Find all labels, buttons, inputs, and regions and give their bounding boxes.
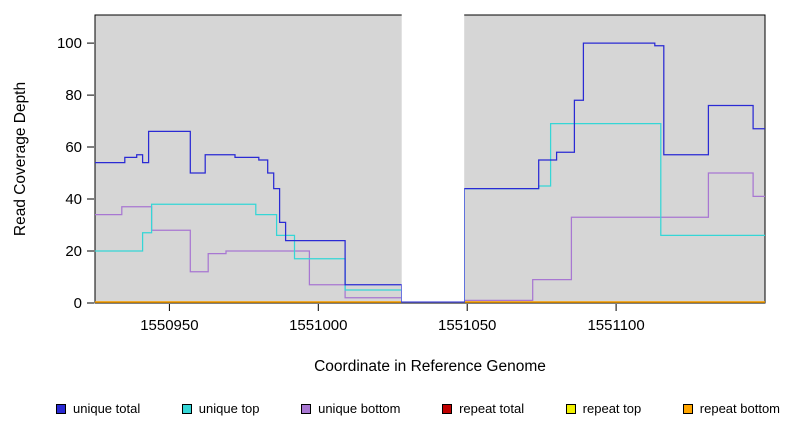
- legend-label-unique-bottom: unique bottom: [318, 401, 401, 416]
- y-tick-label: 100: [57, 35, 82, 52]
- legend-item-repeat-bottom: repeat bottom: [682, 401, 780, 416]
- y-tick-label: 20: [65, 243, 82, 260]
- masked-region: [401, 13, 465, 302]
- legend-item-unique-total: unique total: [56, 401, 140, 416]
- y-tick-label: 40: [65, 191, 82, 208]
- legend-swatch-repeat-top: [565, 403, 576, 414]
- legend-swatch-repeat-bottom: [682, 403, 693, 414]
- y-tick-label: 80: [65, 87, 82, 104]
- legend-label-unique-total: unique total: [73, 401, 141, 416]
- coverage-plot-svg: 1550950 1551000 1551050 1551100 0 20 40 60 80 100: [57, 13, 766, 334]
- chart-legend: unique total unique top unique bottom repea…: [0, 401, 792, 416]
- x-tick-label: 1551050: [438, 317, 496, 334]
- y-tick-label: 60: [65, 139, 82, 156]
- legend-label-repeat-total: repeat total: [459, 401, 525, 416]
- x-tick-label: 1551100: [587, 317, 644, 334]
- x-axis-title: Coordinate in Reference Genome: [314, 358, 546, 375]
- coverage-chart: 1550950 1551000 1551050 1551100 0 20 40 60 80 100: [57, 13, 766, 334]
- legend-label-unique-top: unique top: [198, 401, 260, 416]
- legend-item-repeat-total: repeat total: [442, 401, 524, 416]
- x-axis: 1550950 1551000 1551050 1551100: [140, 304, 645, 334]
- legend-swatch-repeat-total: [442, 403, 453, 414]
- legend-item-unique-top: unique top: [181, 401, 260, 416]
- legend-label-repeat-bottom: repeat bottom: [699, 401, 780, 416]
- y-axis: 0 20 40 60 80 100: [57, 35, 94, 312]
- legend-item-unique-bottom: unique bottom: [301, 401, 401, 416]
- x-tick-label: 1551000: [289, 317, 347, 334]
- legend-swatch-unique-bottom: [301, 403, 312, 414]
- y-axis-title: Read Coverage Depth: [12, 81, 29, 237]
- legend-label-repeat-top: repeat top: [582, 401, 642, 416]
- legend-swatch-unique-top: [181, 403, 192, 414]
- legend-swatch-unique-total: [56, 403, 66, 414]
- x-tick-label: 1550950: [140, 317, 198, 334]
- series-unique-total: [95, 42, 765, 303]
- legend-item-repeat-top: repeat top: [565, 401, 642, 416]
- y-tick-label: 0: [74, 295, 82, 312]
